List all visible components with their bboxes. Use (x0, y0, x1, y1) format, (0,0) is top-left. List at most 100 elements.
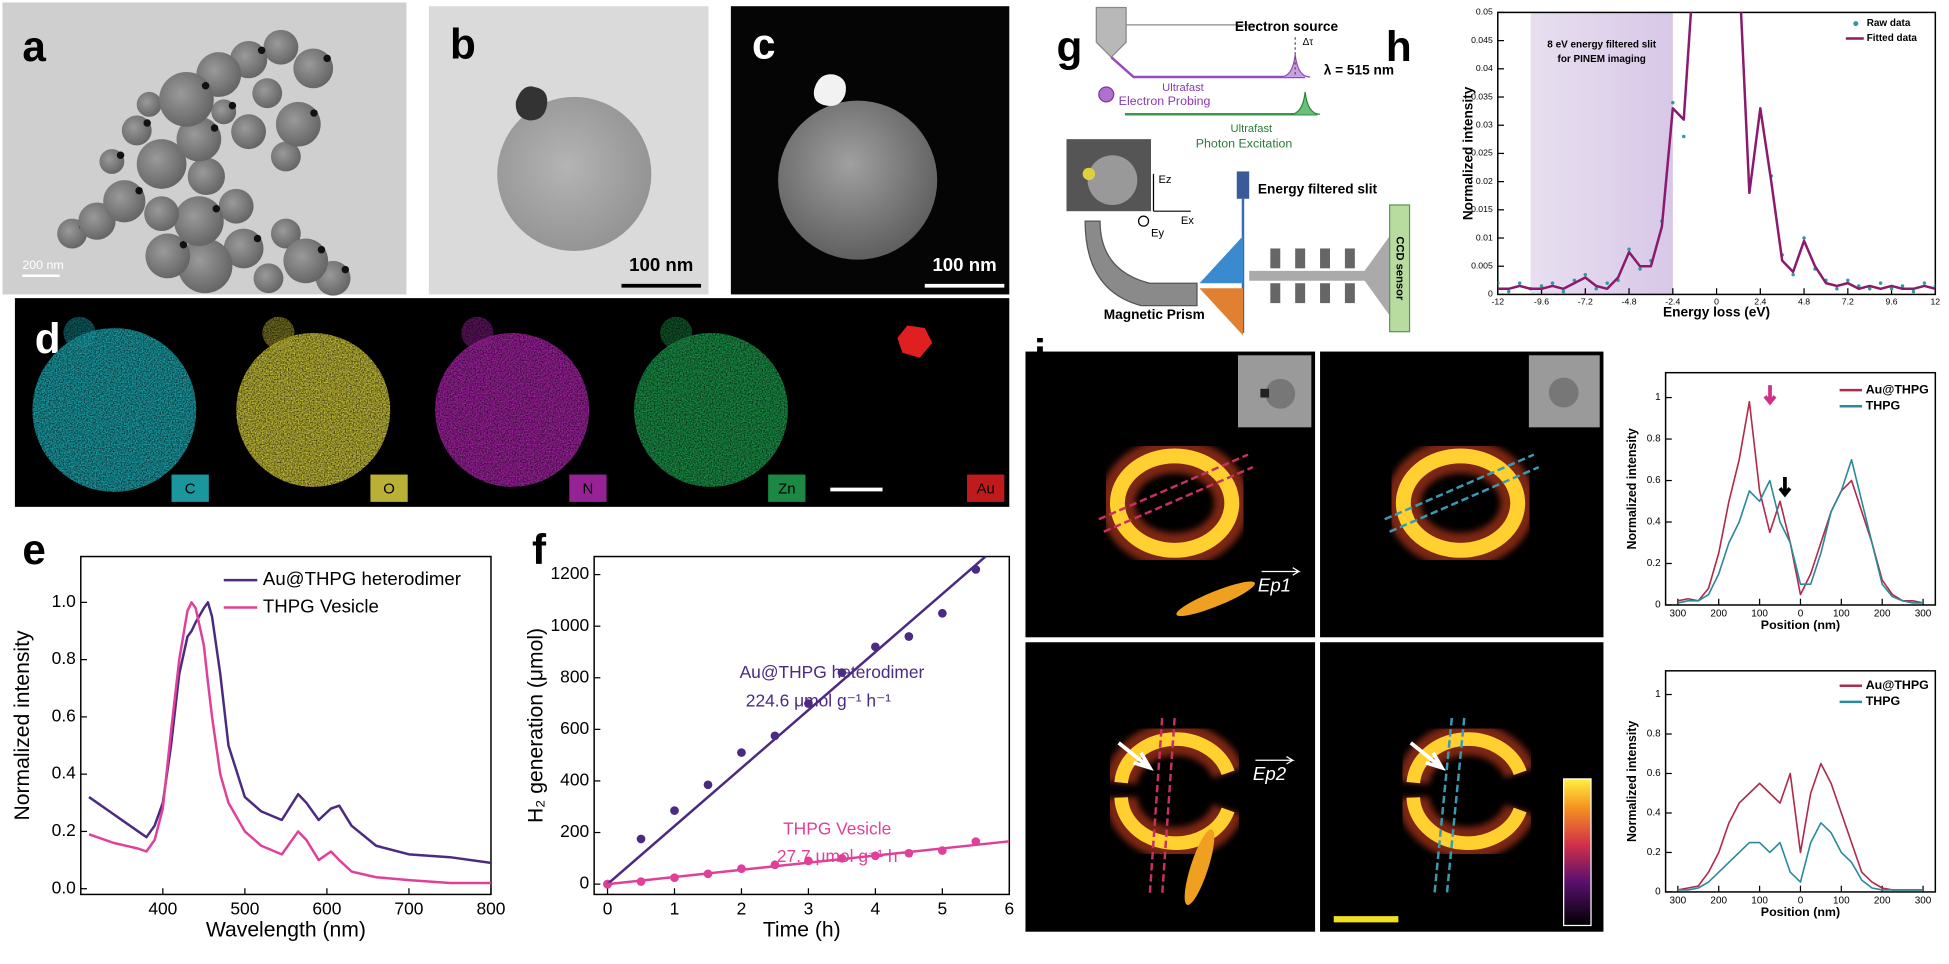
data-point (703, 780, 713, 790)
sphere (270, 141, 301, 172)
element-tag (171, 474, 209, 502)
data-point (1889, 287, 1894, 291)
element-map (435, 332, 590, 487)
x-tick-label: 700 (394, 899, 423, 919)
label: Ex (1181, 215, 1194, 227)
data-point (1638, 267, 1642, 271)
lenses (1270, 248, 1355, 304)
sphere (293, 48, 334, 89)
annotation: for PINEM imaging (1558, 54, 1646, 65)
label: CCD sensor (1394, 236, 1406, 301)
au-dot (228, 101, 237, 110)
photon-pulse (1290, 91, 1321, 115)
y-tick-label: 0.04 (1476, 63, 1493, 73)
x-tick-label: 300 (1670, 896, 1687, 907)
axes (1152, 173, 1191, 212)
au-particle (813, 74, 846, 106)
y-tick-label: 400 (560, 770, 589, 790)
element-map (461, 316, 494, 350)
x-tick-label: -4.8 (1622, 297, 1637, 307)
inset-sphere (1548, 377, 1579, 408)
plot-area (88, 601, 491, 885)
x-tick-label: 12 (1930, 297, 1940, 307)
y-tick-label: 0.4 (52, 763, 76, 783)
electron-beam (1110, 56, 1306, 79)
data-line (1677, 400, 1924, 604)
panel-c: c 100 nm (730, 6, 1010, 295)
data-point (1583, 272, 1588, 277)
x-tick-label: 6 (1004, 899, 1014, 919)
x-tick-label: 500 (230, 899, 259, 919)
element-map (32, 327, 197, 492)
label: Magnetic Prism (1104, 307, 1205, 322)
marker-arrow (1763, 385, 1777, 406)
sphere (778, 100, 938, 260)
data-point (1878, 281, 1883, 285)
label: Electron Probing (1119, 94, 1211, 108)
sphere (497, 96, 652, 251)
spectrum (1199, 288, 1243, 336)
sphere (144, 196, 179, 232)
data-point (1671, 100, 1675, 105)
x-tick-label: 200 (1874, 609, 1891, 620)
panel-i-images: i Ep1 Ep2 1 0 (1025, 331, 1792, 932)
data-line (88, 601, 491, 865)
label: Energy filtered slit (1258, 182, 1378, 197)
element-label: N (583, 481, 594, 497)
legend-label: Raw data (1867, 18, 1911, 29)
x-tick-label: 4 (871, 899, 881, 919)
highlight (1530, 12, 1673, 295)
data-point (1682, 134, 1686, 139)
y-tick-label: 1 (1655, 689, 1661, 700)
colorbar (1563, 778, 1592, 927)
legend-label: THPG Vesicle (263, 595, 379, 616)
annotation: Au@THPG heterodimer (740, 662, 925, 682)
chart: 300 200 100 0 100 200 300 0 0.2 0.4 0.6 0.8 1 Positio… (1625, 670, 1937, 919)
field-polarization (1184, 829, 1215, 906)
au-dot (323, 54, 331, 63)
panel-label: h (1386, 23, 1412, 70)
element-map (236, 332, 391, 487)
x-tick-label: 3 (804, 899, 814, 919)
y-tick-label: 0.4 (1647, 517, 1661, 528)
sphere (103, 180, 146, 223)
sphere (177, 238, 233, 294)
y-tick-label: 0.2 (1647, 847, 1661, 858)
label: λ = 515 nm (1324, 62, 1394, 77)
sphere (283, 238, 329, 284)
panel-label: c (752, 20, 776, 67)
y-tick-label: 0 (1488, 289, 1493, 299)
element-map (262, 316, 295, 350)
x-tick-label: 1 (670, 899, 680, 919)
x-tick-label: -7.2 (1578, 297, 1593, 307)
y-tick-label: 0.8 (52, 648, 76, 668)
y-tick-label: 0.005 (1471, 261, 1493, 271)
y-tick-label: 0 (1655, 600, 1661, 611)
label: Δτ (1303, 37, 1314, 48)
annotation: 224.6 μmol g⁻¹ h⁻¹ (746, 690, 891, 710)
y-tick-label: 0.025 (1471, 148, 1493, 158)
y-tick-label: 0.05 (1476, 7, 1493, 17)
plot-area (1677, 400, 1924, 604)
label: Ez (1158, 174, 1171, 186)
element-tag (768, 474, 806, 502)
panel-a: a 200 nm (2, 2, 407, 296)
x-tick-label: 2.4 (1754, 297, 1766, 307)
data-point (1561, 289, 1566, 294)
x-tick-label: 300 (1670, 609, 1687, 620)
x-tick-label: -2.4 (1665, 297, 1680, 307)
annotation: 8 eV energy filtered slit (1547, 39, 1657, 50)
panel-label: b (450, 20, 476, 67)
au-dot (253, 234, 262, 243)
field-polarization (1176, 581, 1255, 617)
plot-area (1677, 762, 1924, 891)
y-tick-label: 0.8 (1647, 434, 1661, 445)
y-tick-label: 1.0 (52, 591, 76, 611)
sphere (218, 188, 254, 224)
au-dot (179, 241, 188, 249)
x-tick-label: 300 (1915, 896, 1932, 907)
panel-label: a (22, 23, 46, 70)
x-tick-label: 200 (1874, 896, 1891, 907)
element-map (660, 316, 693, 350)
x-tick-label: 0 (1798, 896, 1804, 907)
